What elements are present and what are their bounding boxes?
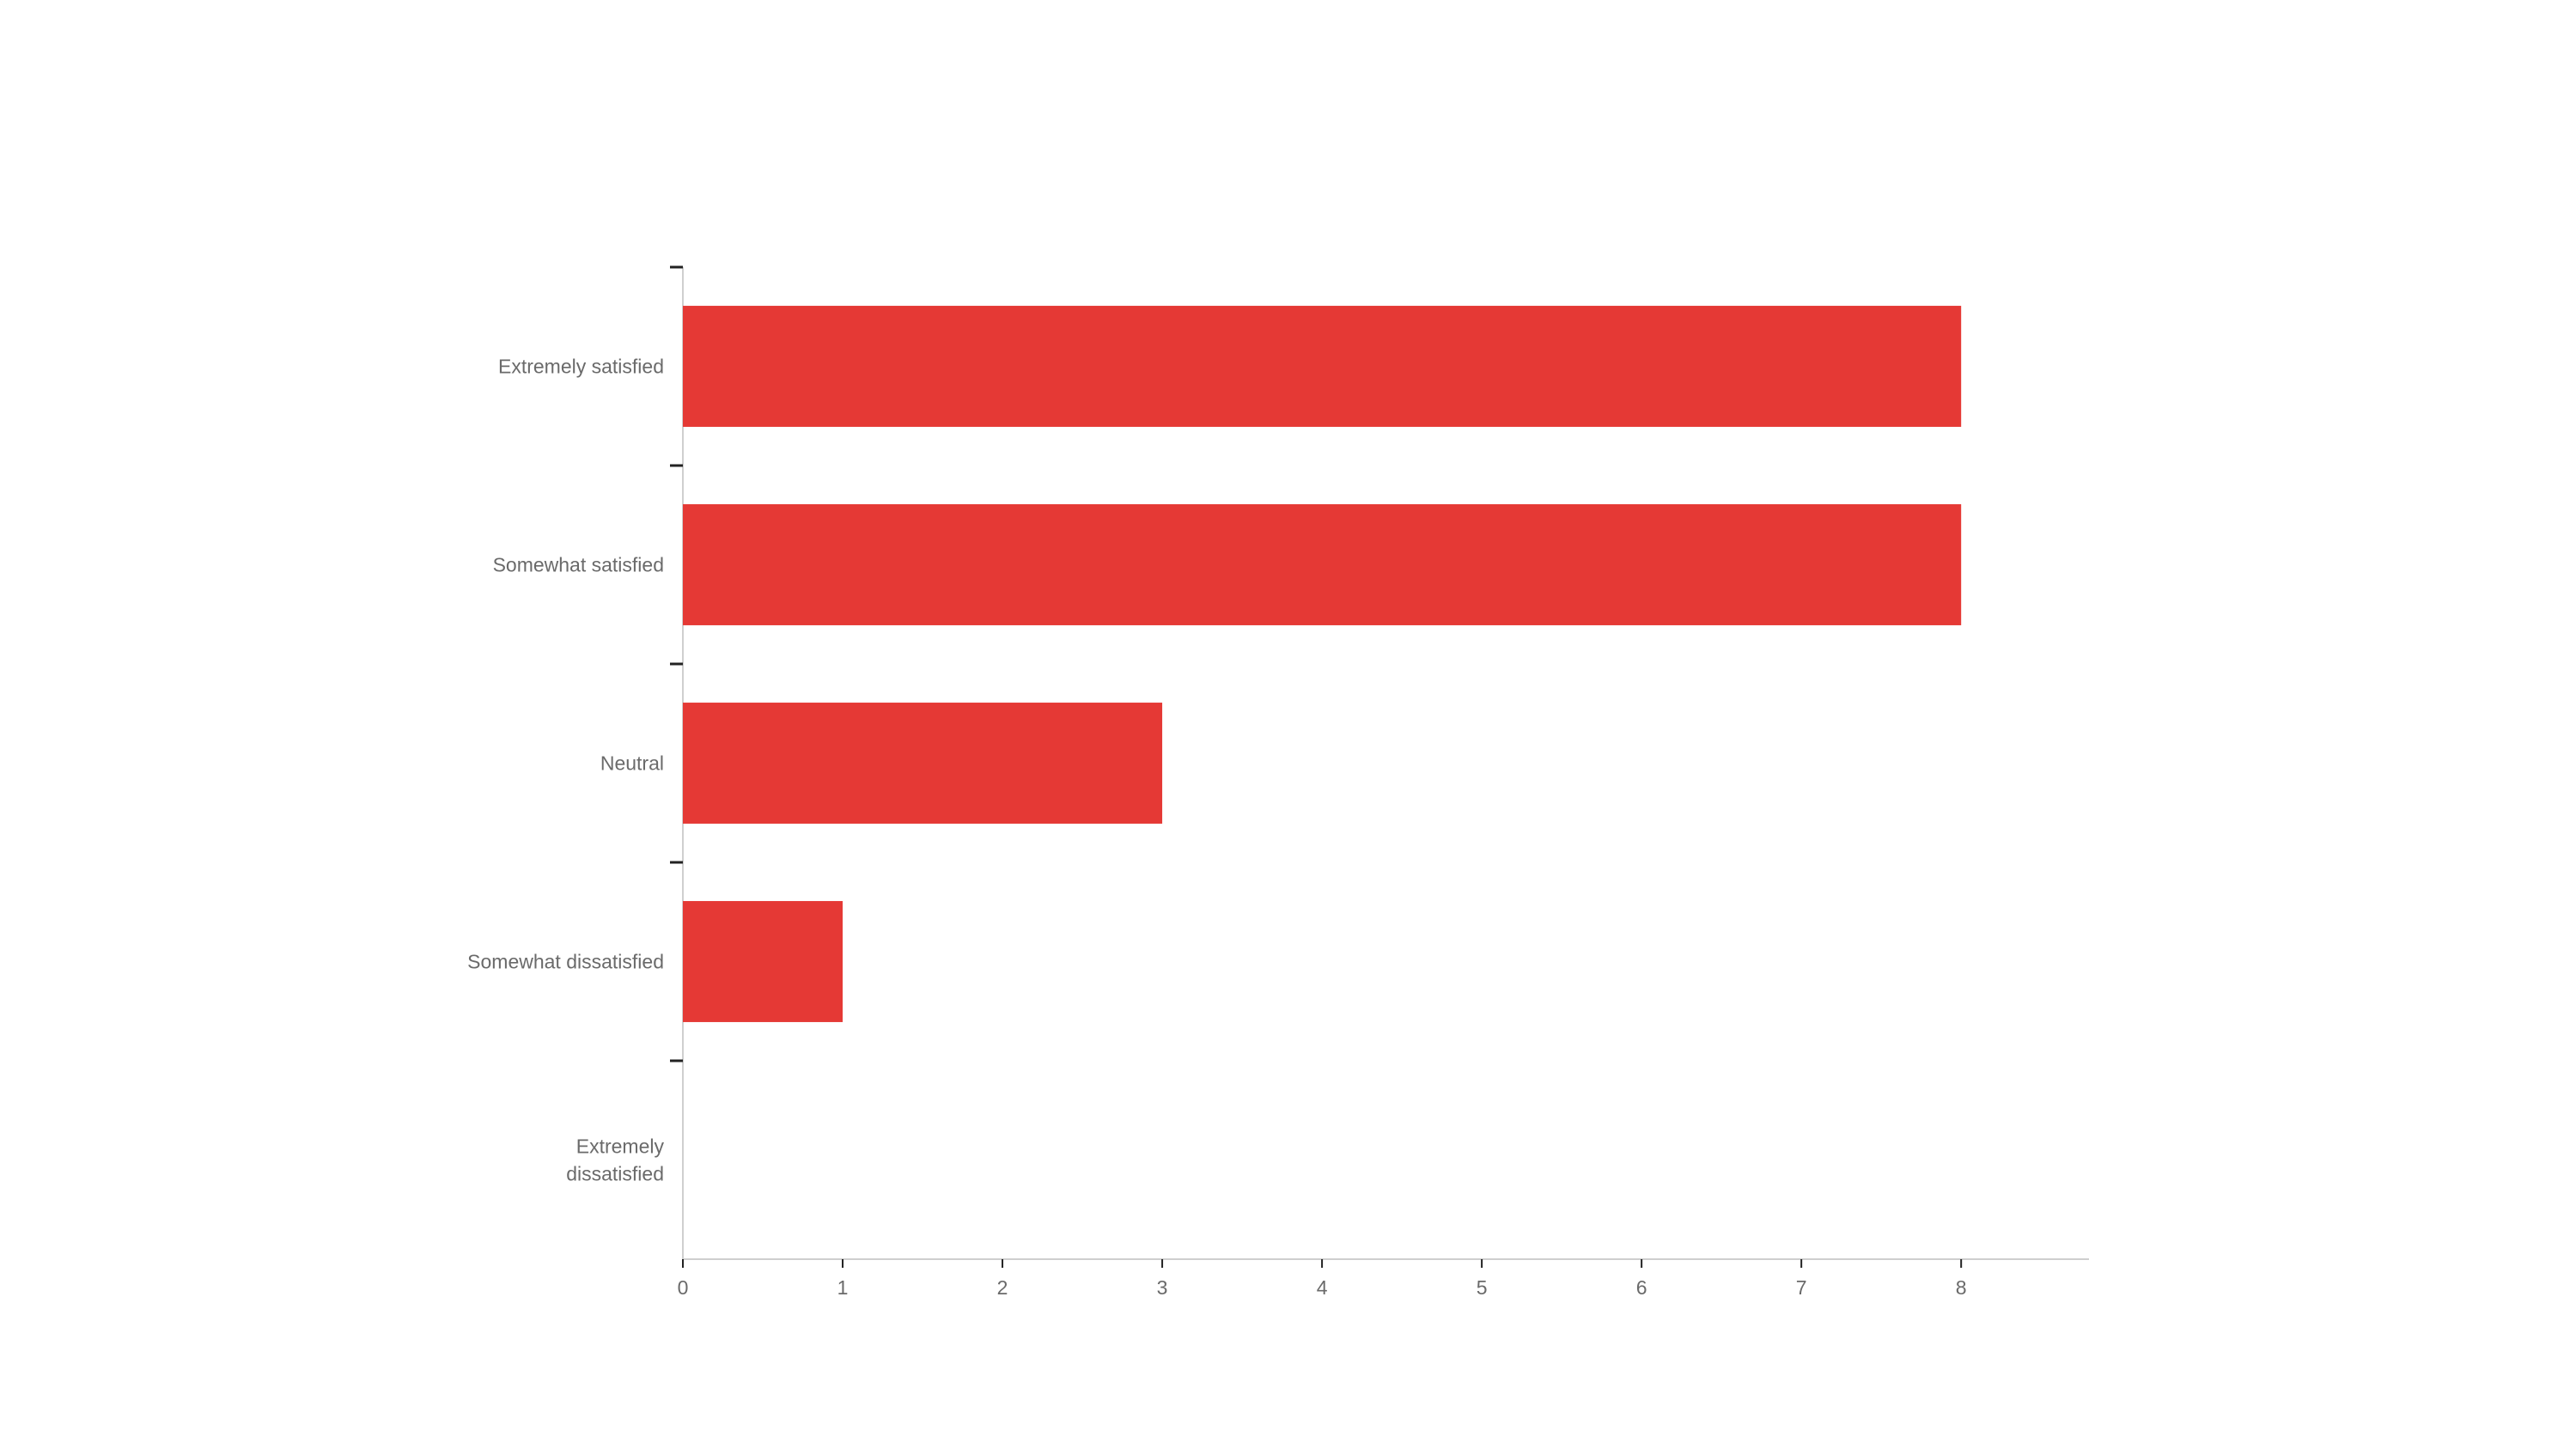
x-tick-label-3: 3 bbox=[1157, 1276, 1168, 1299]
x-tick-label-5: 5 bbox=[1477, 1276, 1488, 1299]
x-tick-label-2: 2 bbox=[997, 1276, 1008, 1299]
category-label-3: Somewhat dissatisfied bbox=[467, 951, 664, 973]
x-tick-label-6: 6 bbox=[1636, 1276, 1647, 1299]
bar-0 bbox=[683, 306, 1962, 427]
bar-1 bbox=[683, 504, 1962, 625]
bar-2 bbox=[683, 703, 1163, 824]
x-tick-label-4: 4 bbox=[1317, 1276, 1328, 1299]
x-tick-label-8: 8 bbox=[1956, 1276, 1967, 1299]
category-label-1: Somewhat satisfied bbox=[493, 554, 664, 576]
category-label-2: Neutral bbox=[600, 752, 664, 775]
bar-3 bbox=[683, 901, 843, 1022]
x-tick-label-7: 7 bbox=[1796, 1276, 1807, 1299]
category-label-4: Extremely dissatisfied bbox=[566, 1135, 664, 1185]
plot-area: Extremely satisfied Somewhat satisfied Neu… bbox=[467, 265, 2089, 1299]
x-tick-label-0: 0 bbox=[678, 1276, 689, 1299]
category-label-0: Extremely satisfied bbox=[498, 356, 664, 378]
x-tick-label-1: 1 bbox=[837, 1276, 849, 1299]
